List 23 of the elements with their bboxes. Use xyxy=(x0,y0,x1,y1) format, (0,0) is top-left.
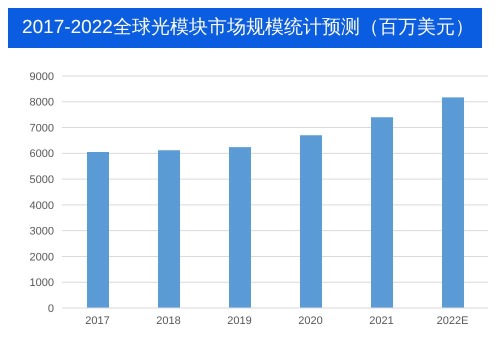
y-tick-label: 0 xyxy=(48,302,54,315)
bar xyxy=(442,97,464,308)
y-tick-label: 1000 xyxy=(30,277,54,290)
y-tick-label: 8000 xyxy=(30,96,54,109)
bar xyxy=(371,117,393,308)
bar xyxy=(158,150,180,308)
y-tick-label: 2000 xyxy=(30,251,54,264)
y-tick-label: 5000 xyxy=(30,174,54,186)
x-tick-label: 2017 xyxy=(85,314,110,327)
y-tick-label: 6000 xyxy=(30,148,54,160)
y-tick-label: 3000 xyxy=(30,226,54,238)
x-tick-label: 2021 xyxy=(369,314,394,327)
y-tick-label: 4000 xyxy=(30,200,54,212)
chart-title: 2017-2022全球光模块市场规模统计预测（百万美元） xyxy=(8,8,482,48)
x-tick-label: 2020 xyxy=(298,314,323,327)
x-tick-label: 2018 xyxy=(156,314,181,327)
y-tick-label: 7000 xyxy=(30,122,54,134)
x-tick-label: 2022E xyxy=(436,314,468,327)
bar xyxy=(229,147,251,308)
bar xyxy=(300,135,322,308)
bar xyxy=(87,152,109,308)
x-tick-label: 2019 xyxy=(227,314,252,327)
y-tick-label: 9000 xyxy=(30,70,54,83)
